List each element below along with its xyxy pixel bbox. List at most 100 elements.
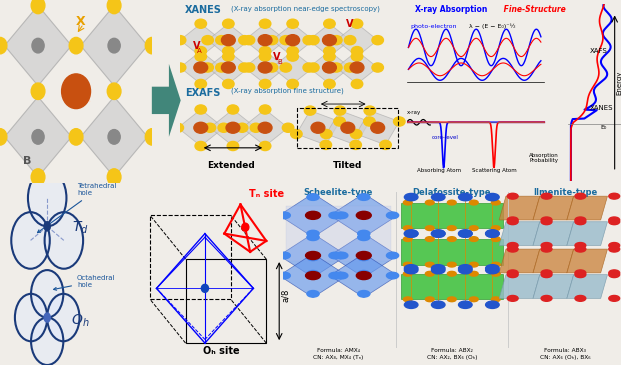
Circle shape [237,123,248,132]
Circle shape [280,35,291,45]
Circle shape [303,35,314,45]
Circle shape [11,212,50,269]
Circle shape [575,193,586,199]
Circle shape [260,79,271,88]
Text: B: B [23,155,32,166]
Circle shape [304,106,316,115]
Text: B: B [278,59,283,65]
Polygon shape [152,64,181,137]
Circle shape [541,296,552,301]
Circle shape [372,63,383,72]
Polygon shape [279,193,347,237]
Circle shape [404,301,418,308]
Circle shape [175,35,186,45]
Circle shape [458,301,472,308]
Polygon shape [279,254,347,297]
Circle shape [404,230,418,237]
Text: x-ray: x-ray [407,110,421,115]
Circle shape [287,19,299,28]
Circle shape [351,19,363,28]
Text: Scattering Atom: Scattering Atom [471,168,516,173]
Circle shape [507,242,518,248]
Polygon shape [272,51,314,84]
Circle shape [307,254,319,261]
Polygon shape [309,24,350,57]
Circle shape [404,193,418,201]
Circle shape [404,226,412,231]
Polygon shape [567,249,607,273]
Circle shape [380,140,391,149]
Circle shape [324,52,335,61]
Circle shape [469,297,478,301]
Circle shape [358,270,370,277]
Circle shape [330,35,342,45]
Circle shape [507,219,518,225]
Circle shape [609,296,620,301]
Circle shape [358,291,370,297]
Circle shape [486,265,499,272]
Polygon shape [567,196,607,220]
Circle shape [507,272,518,277]
Text: T$_d$: T$_d$ [72,220,89,236]
Circle shape [491,272,500,276]
Text: Extended: Extended [207,161,255,170]
Circle shape [425,297,434,301]
Circle shape [226,122,240,133]
Text: Tilted: Tilted [333,161,363,170]
Circle shape [194,122,207,133]
Circle shape [447,262,456,267]
Circle shape [258,35,272,46]
Text: Oₕ site: Oₕ site [203,346,239,356]
Circle shape [69,38,83,54]
Circle shape [356,251,371,260]
Circle shape [507,246,518,252]
Circle shape [541,217,552,223]
Text: O$_h$: O$_h$ [71,313,90,329]
Polygon shape [330,193,397,237]
Text: Delafossite-type: Delafossite-type [412,188,491,197]
Polygon shape [4,5,71,86]
Text: Tₙ site: Tₙ site [249,189,284,199]
Circle shape [432,265,445,272]
Circle shape [469,226,478,231]
Circle shape [307,194,319,200]
Circle shape [266,35,278,45]
Circle shape [15,294,47,341]
Circle shape [280,63,291,72]
Polygon shape [207,24,249,57]
Circle shape [404,230,418,237]
Circle shape [358,194,370,200]
Circle shape [222,79,234,88]
Circle shape [345,35,356,45]
Circle shape [507,270,518,276]
Circle shape [204,123,215,132]
Circle shape [0,38,7,54]
Circle shape [458,193,472,201]
Circle shape [469,262,478,267]
Circle shape [61,74,91,109]
Circle shape [324,19,335,28]
Text: X: X [76,15,86,28]
Circle shape [491,200,500,205]
Polygon shape [242,110,288,146]
Circle shape [386,212,399,219]
Circle shape [329,252,341,259]
Text: Fine-Structure: Fine-Structure [501,5,565,15]
Text: photo-electron: photo-electron [410,24,456,29]
Polygon shape [330,254,397,297]
Circle shape [222,62,235,73]
Polygon shape [533,196,574,220]
Polygon shape [180,24,222,57]
Polygon shape [356,111,399,145]
Polygon shape [272,24,314,57]
Circle shape [351,47,363,56]
Circle shape [260,141,271,150]
Circle shape [541,193,552,199]
Polygon shape [207,51,249,84]
Circle shape [425,226,434,231]
Circle shape [31,318,63,365]
Text: (X-ray absorption near-edge spectroscopy): (X-ray absorption near-edge spectroscopy… [230,5,379,12]
Circle shape [215,35,227,45]
Circle shape [307,35,319,45]
Circle shape [145,38,159,54]
